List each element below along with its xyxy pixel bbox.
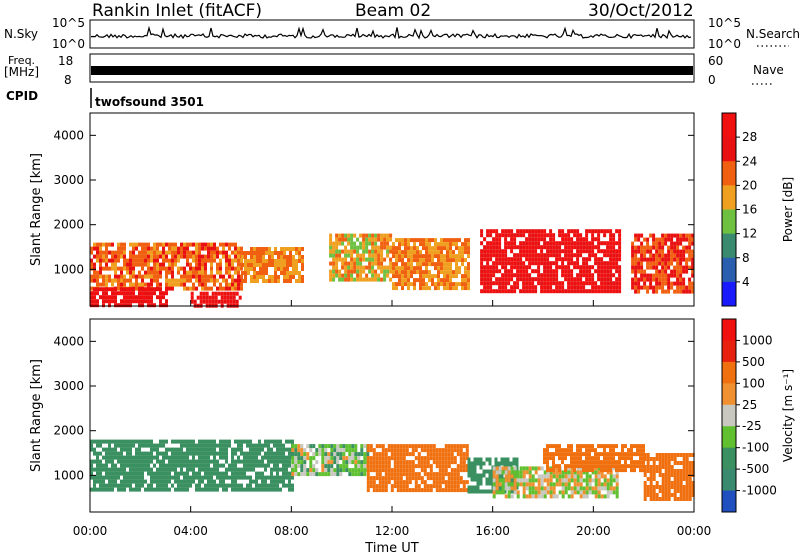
colorbar-label: Velocity [m s⁻¹] bbox=[781, 369, 795, 462]
nave-tick-top: 60 bbox=[708, 54, 723, 68]
nsearch-tick-bottom: 10^0 bbox=[708, 37, 741, 51]
freq-label-unit: [MHz] bbox=[4, 65, 39, 79]
freq-tick-top: 18 bbox=[58, 54, 73, 68]
x-tick-label: 12:00 bbox=[375, 524, 410, 538]
colorbar-frame bbox=[721, 318, 737, 513]
colorbar-segment bbox=[722, 469, 736, 492]
velocity-panel: 1000 2000 3000 4000 Slant Range [km] bbox=[29, 318, 695, 513]
freq-strip-frame bbox=[89, 53, 695, 83]
colorbar-segment bbox=[722, 426, 736, 449]
y-tick-label: 4000 bbox=[53, 128, 84, 142]
colorbar-tick-label: 4 bbox=[742, 275, 750, 289]
colorbar-segment bbox=[722, 319, 736, 341]
freq-band bbox=[91, 66, 693, 75]
colorbar-segment bbox=[722, 404, 736, 427]
x-tick-label: 04:00 bbox=[173, 524, 208, 538]
colorbar-tick-label: 20 bbox=[742, 178, 757, 192]
nsky-trace bbox=[90, 25, 692, 40]
x-tick-label: 08:00 bbox=[274, 524, 309, 538]
colorbar-tick-label: 1000 bbox=[742, 333, 773, 347]
nsky-tick-top: 10^5 bbox=[52, 16, 85, 30]
date-label: 30/Oct/2012 bbox=[588, 1, 694, 21]
y-tick-label: 1000 bbox=[53, 262, 84, 276]
data-region-7 bbox=[190, 291, 242, 308]
nsearch-label: N.Search bbox=[746, 27, 800, 41]
y-axis-label: Slant Range [km] bbox=[29, 359, 44, 472]
colorbar-tick-label: 500 bbox=[742, 355, 765, 369]
cpid-value: twofsound 3501 bbox=[95, 95, 204, 109]
data-region-5 bbox=[543, 444, 645, 473]
colorbar-tick-label: 25 bbox=[742, 398, 757, 412]
colorbar-segment bbox=[722, 281, 736, 307]
data-region-0 bbox=[90, 242, 243, 291]
colorbar-tick-label: -25 bbox=[742, 419, 762, 433]
cpid-label: CPID bbox=[6, 89, 38, 103]
power-colorbar: 4 8 12 16 20 24 28 Power [dB] bbox=[721, 112, 795, 307]
x-tick-label: 16:00 bbox=[475, 524, 510, 538]
y-tick-label: 1000 bbox=[53, 468, 84, 482]
colorbar-segment bbox=[722, 137, 736, 162]
y-tick-label: 4000 bbox=[53, 334, 84, 348]
beam-label: Beam 02 bbox=[355, 1, 431, 21]
colorbar-segment bbox=[722, 161, 736, 186]
x-axis-label: Time UT bbox=[364, 541, 418, 554]
colorbar-segment bbox=[722, 185, 736, 210]
colorbar-tick-label: -1000 bbox=[742, 484, 777, 498]
nsearch-tick-top: 10^5 bbox=[708, 16, 741, 30]
colorbar-segment bbox=[722, 447, 736, 470]
nave-label: Nave bbox=[753, 63, 784, 77]
data-region-2 bbox=[366, 444, 469, 493]
data-region-0 bbox=[90, 439, 294, 492]
data-region-1 bbox=[241, 247, 304, 283]
colorbar-segment bbox=[722, 490, 736, 513]
colorbar-segment bbox=[722, 383, 736, 406]
y-tick-label: 3000 bbox=[53, 173, 84, 187]
colorbar-segment bbox=[722, 361, 736, 384]
nsky-tick-bottom: 10^0 bbox=[52, 37, 85, 51]
freq-tick-bottom: 8 bbox=[64, 73, 72, 87]
nsky-strip-frame bbox=[89, 19, 695, 49]
velocity-colorbar: 1000 500 100 25 -25 -100 -500 -1000 Velocity [m … bbox=[721, 318, 795, 513]
data-region-6 bbox=[643, 453, 695, 501]
y-axis-label: Slant Range [km] bbox=[29, 153, 44, 266]
colorbar-segment bbox=[722, 257, 736, 283]
data-region-4 bbox=[480, 229, 622, 294]
x-tick-label: 00:00 bbox=[73, 524, 108, 538]
colorbar-segment bbox=[722, 233, 736, 259]
colorbar-tick-label: 28 bbox=[742, 130, 757, 144]
y-tick-label: 2000 bbox=[53, 218, 84, 232]
colorbar-tick-label: 16 bbox=[742, 203, 757, 217]
y-tick-label: 3000 bbox=[53, 379, 84, 393]
colorbar-tick-label: 8 bbox=[742, 251, 750, 265]
nsky-label: N.Sky bbox=[4, 27, 38, 41]
x-axis-ticks: 00:00 04:00 08:00 12:00 16:00 20:00 00:00 bbox=[73, 300, 712, 538]
y-tick-label: 2000 bbox=[53, 424, 84, 438]
data-region-6 bbox=[90, 287, 168, 308]
colorbar-tick-label: 24 bbox=[742, 154, 757, 168]
x-tick-label: 00:00 bbox=[677, 524, 712, 538]
colorbar-tick-label: 12 bbox=[742, 227, 757, 241]
data-region-1 bbox=[291, 444, 370, 477]
power-panel: 1000 2000 3000 4000 Slant Range [km] bbox=[29, 112, 695, 308]
colorbar-tick-label: -100 bbox=[742, 441, 769, 455]
data-region-4 bbox=[492, 466, 619, 499]
colorbar-tick-label: -500 bbox=[742, 462, 769, 476]
colorbar-label: Power [dB] bbox=[781, 177, 795, 242]
x-tick-label: 20:00 bbox=[576, 524, 611, 538]
data-region-2 bbox=[329, 233, 393, 282]
colorbar-segment bbox=[722, 340, 736, 363]
freq-label-top: Freq. bbox=[8, 54, 35, 67]
nave-tick-bottom: 0 bbox=[708, 73, 716, 87]
data-region-5 bbox=[631, 233, 695, 294]
colorbar-segment bbox=[722, 209, 736, 235]
colorbar-segment bbox=[722, 113, 736, 138]
data-region-3 bbox=[392, 238, 470, 291]
colorbar-tick-label: 100 bbox=[742, 376, 765, 390]
station-title: Rankin Inlet (fitACF) bbox=[92, 1, 262, 21]
